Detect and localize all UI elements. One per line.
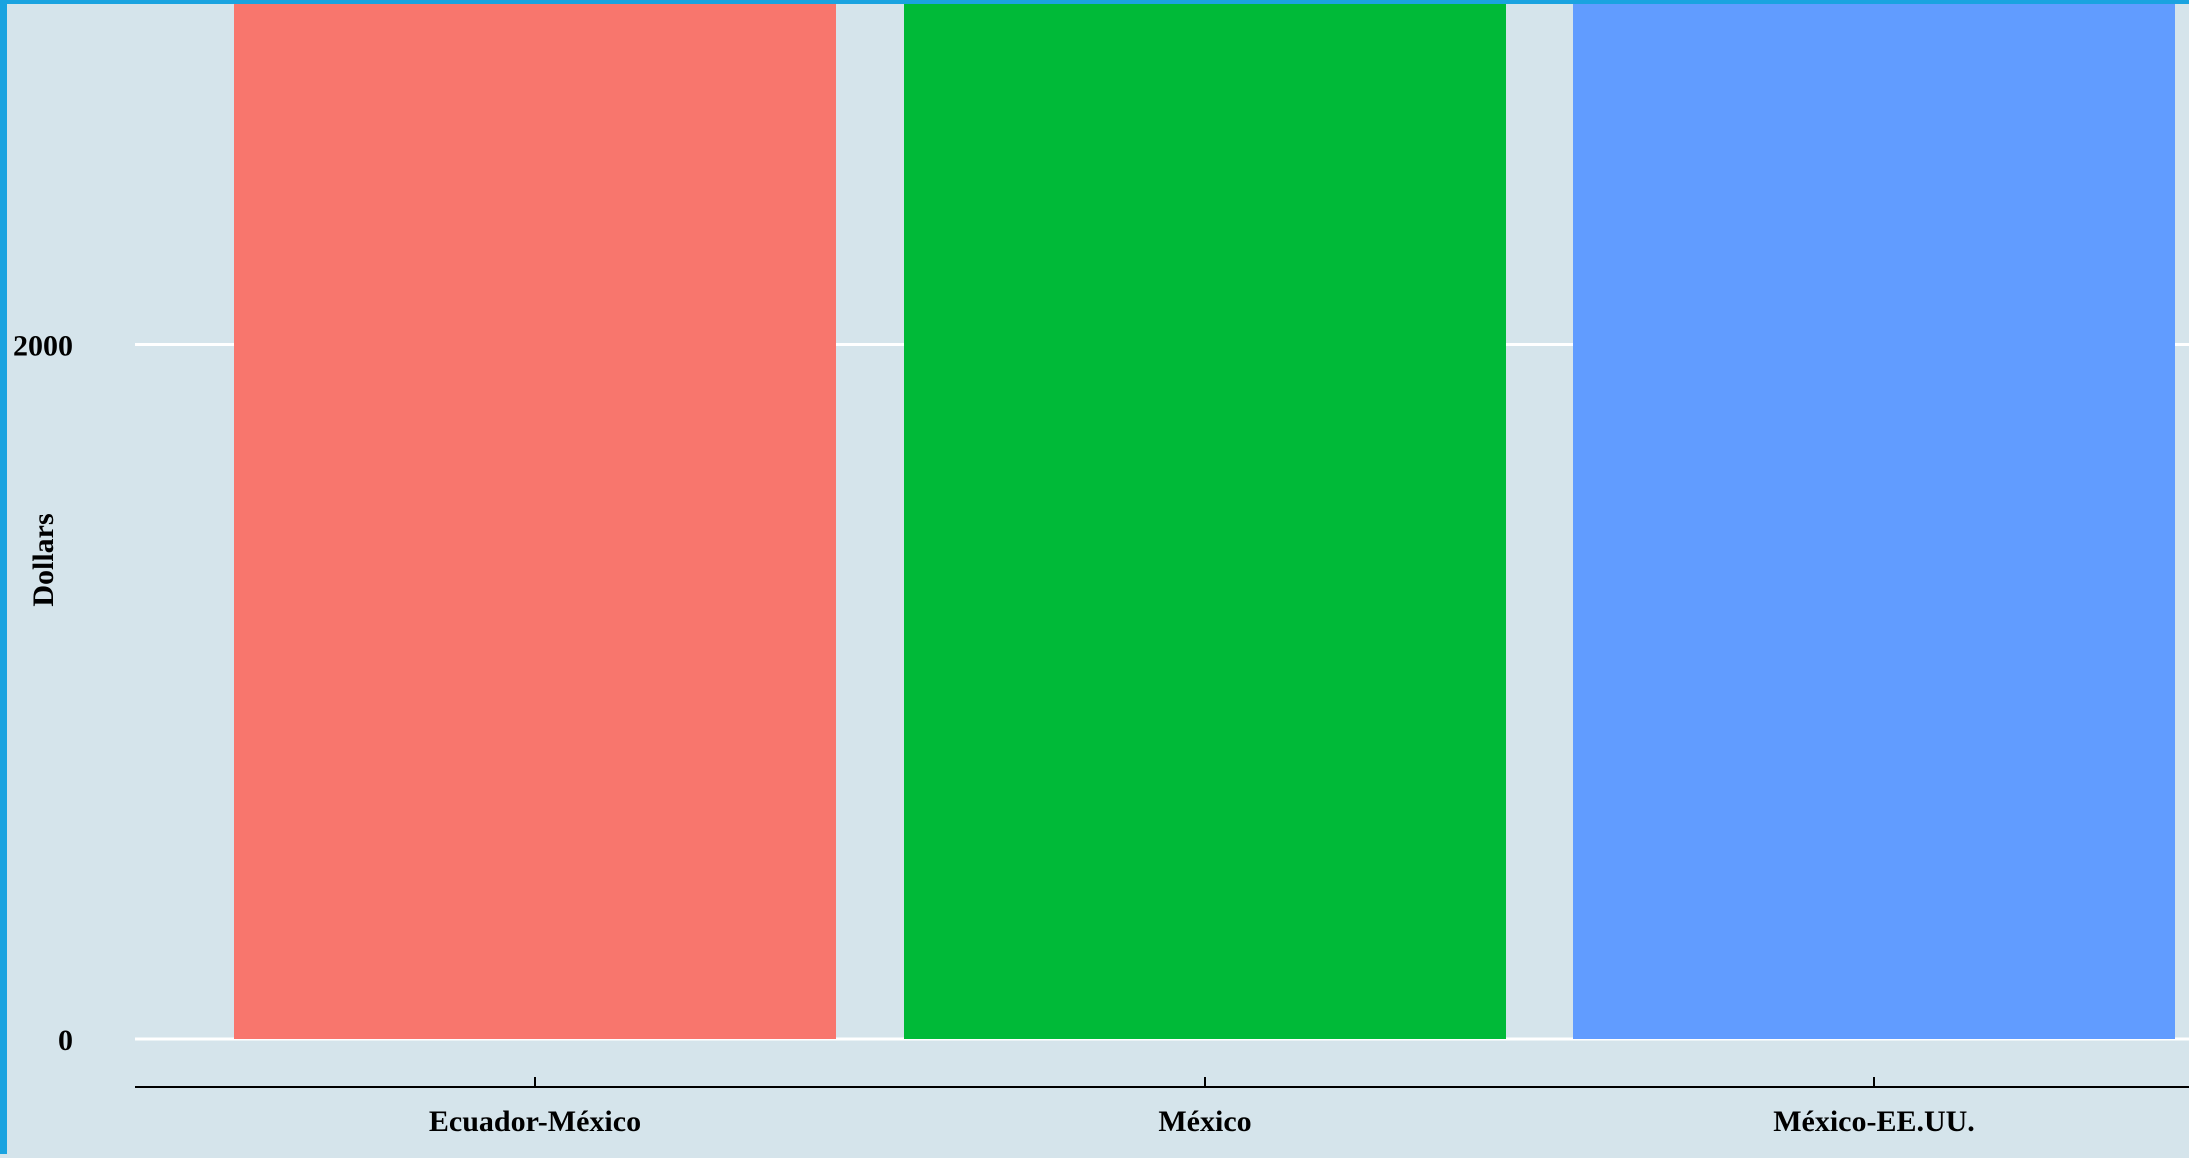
bar-0: [234, 4, 836, 1039]
y-tick-label-1: 2000: [13, 330, 73, 363]
y-axis-title: Dollars: [27, 513, 60, 606]
x-tick-label-0: Ecuador-México: [429, 1105, 641, 1138]
bar-chart: $5,530$5,181$4,289020004000Ecuador-Méxic…: [13, 4, 2189, 1138]
y-tick-label-0: 0: [58, 1024, 73, 1057]
x-tick-label-2: México-EE.UU.: [1773, 1105, 1975, 1138]
x-tick-label-1: México: [1158, 1105, 1251, 1138]
bar-2: [1573, 4, 2175, 1039]
bar-1: [904, 4, 1506, 1040]
